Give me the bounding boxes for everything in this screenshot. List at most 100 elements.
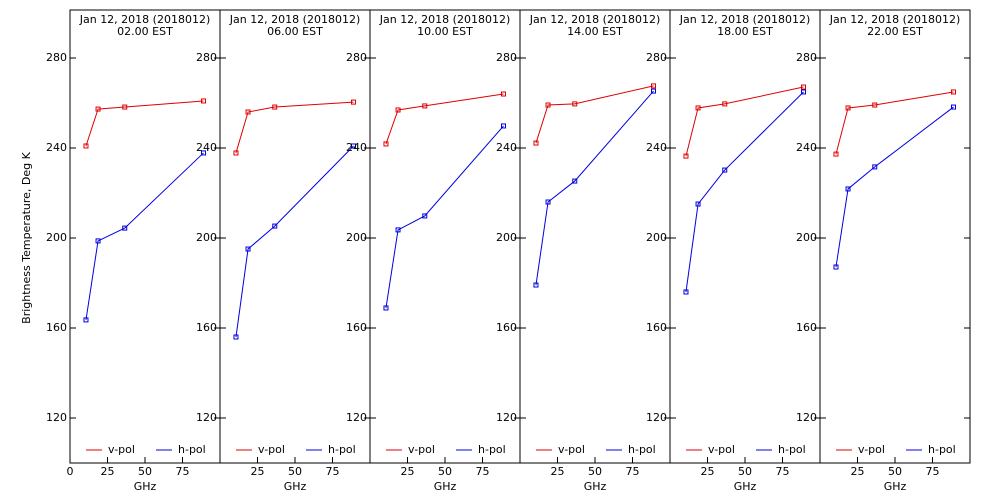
panel-title: Jan 12, 2018 (2018012) [829,13,961,26]
x-tick-label: 75 [176,465,190,478]
legend-label: h-pol [178,443,206,456]
point-marker [951,89,956,95]
point-marker [233,334,239,340]
y-tick-label: 200 [196,231,217,244]
y-tick-label: 120 [196,411,217,424]
point-marker [722,167,728,173]
point-marker [683,153,689,159]
x-tick-label: 0 [67,465,74,478]
point-marker [572,178,578,184]
point-marker [501,91,506,97]
x-tick-label: 25 [851,465,865,478]
series-line [685,91,804,293]
point-marker [695,105,701,111]
x-axis-label: GHz [734,480,757,493]
x-tick-label: 75 [776,465,790,478]
x-tick-label: 25 [701,465,715,478]
series-line [85,100,204,147]
legend-label: h-pol [778,443,806,456]
y-tick-label: 120 [646,411,667,424]
point-marker [572,101,578,107]
legend-label: v-pol [708,443,735,456]
y-tick-label: 160 [496,321,517,334]
y-tick-label: 160 [646,321,667,334]
y-tick-label: 280 [196,51,217,64]
y-tick-label: 120 [496,411,517,424]
legend-label: h-pol [628,443,656,456]
series-line [235,145,354,338]
panel-title: Jan 12, 2018 (2018012) [79,13,211,26]
panel-title: Jan 12, 2018 (2018012) [529,13,661,26]
x-tick-label: 50 [888,465,902,478]
x-tick-label: 25 [251,465,265,478]
point-marker [272,223,278,229]
y-tick-label: 200 [46,231,67,244]
series-line [835,91,954,155]
point-marker [801,84,806,90]
y-tick-label: 120 [46,411,67,424]
point-marker [201,150,206,156]
y-tick-label: 200 [346,231,367,244]
x-tick-label: 50 [738,465,752,478]
point-marker [533,140,539,146]
x-tick-label: 75 [926,465,940,478]
panel-subtitle: 02.00 EST [117,25,173,38]
point-marker [395,227,401,233]
x-tick-label: 75 [476,465,490,478]
point-marker [651,83,656,89]
point-marker [951,104,956,110]
y-axis-label: Brightness Temperature, Deg K [20,151,33,323]
panel-subtitle: 10.00 EST [417,25,473,38]
series-line [385,93,504,145]
point-marker [95,238,101,244]
x-axis-label: GHz [584,480,607,493]
x-tick-label: 50 [588,465,602,478]
x-axis-label: GHz [434,480,457,493]
point-marker [422,103,428,109]
point-marker [233,150,239,156]
legend-label: h-pol [928,443,956,456]
x-tick-label: 50 [288,465,302,478]
point-marker [695,201,701,207]
y-tick-label: 240 [796,141,817,154]
point-marker [683,289,689,295]
point-marker [383,305,389,311]
y-tick-label: 240 [46,141,67,154]
y-tick-label: 280 [46,51,67,64]
legend-label: v-pol [108,443,135,456]
point-marker [95,106,101,112]
legend-label: h-pol [478,443,506,456]
point-marker [83,143,89,149]
point-marker [545,199,551,205]
point-marker [245,246,251,252]
point-marker [833,151,839,157]
y-tick-label: 280 [646,51,667,64]
legend-label: v-pol [858,443,885,456]
point-marker [122,225,128,231]
legend-label: v-pol [258,443,285,456]
y-tick-label: 280 [346,51,367,64]
series-line [235,101,354,154]
y-tick-label: 280 [496,51,517,64]
panel-subtitle: 06.00 EST [267,25,323,38]
point-marker [801,89,806,95]
legend-label: v-pol [408,443,435,456]
y-tick-label: 200 [496,231,517,244]
y-tick-label: 200 [796,231,817,244]
series-line [535,85,654,144]
panel-subtitle: 22.00 EST [867,25,923,38]
point-marker [351,99,356,105]
point-marker [722,101,728,107]
series-line [685,86,804,157]
y-tick-label: 160 [346,321,367,334]
point-marker [833,264,839,270]
point-marker [501,123,506,129]
point-marker [845,105,851,111]
point-marker [383,141,389,147]
y-tick-label: 200 [646,231,667,244]
point-marker [845,186,851,192]
point-marker [872,102,878,108]
panel-frame [819,9,971,464]
